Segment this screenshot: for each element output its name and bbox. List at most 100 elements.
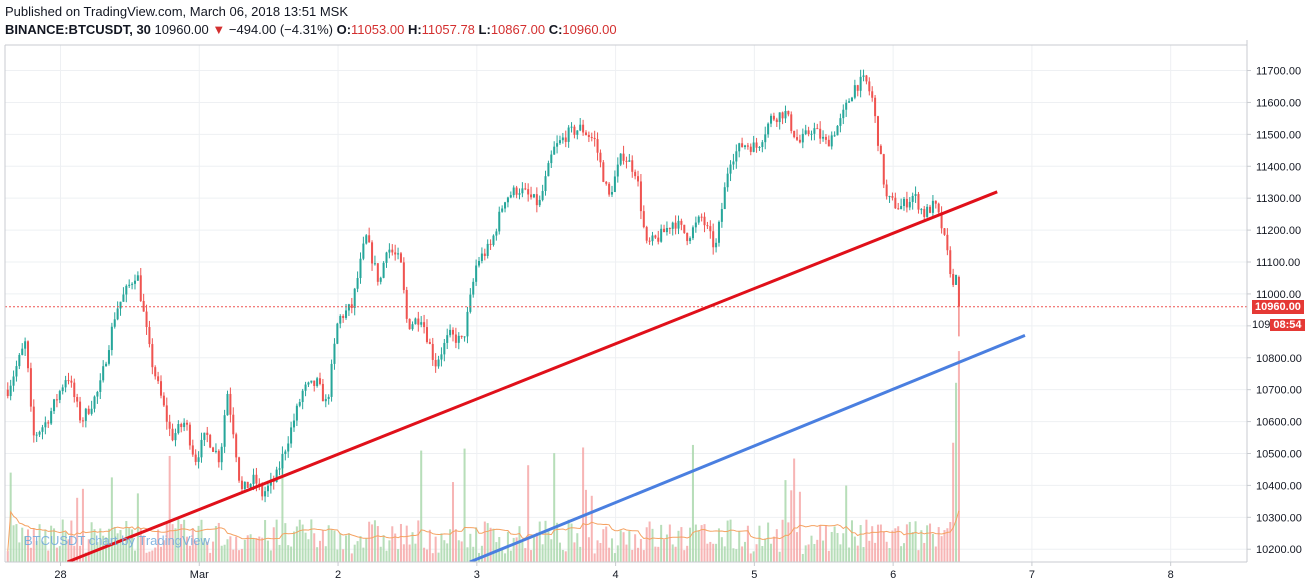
candle-body bbox=[515, 187, 518, 195]
candle-body bbox=[813, 128, 816, 134]
candle-body bbox=[590, 136, 593, 138]
volume-bar bbox=[93, 529, 96, 562]
candle-body bbox=[333, 343, 336, 364]
candle-body bbox=[399, 253, 402, 263]
candle-body bbox=[330, 363, 333, 397]
candle-body bbox=[558, 140, 561, 144]
candle-body bbox=[281, 454, 284, 469]
candle-body bbox=[674, 222, 677, 229]
candle-body bbox=[382, 262, 385, 278]
candle-body bbox=[371, 242, 374, 264]
candle-body bbox=[897, 208, 900, 210]
volume-bar bbox=[619, 530, 622, 562]
candle-body bbox=[917, 194, 920, 210]
candle-body bbox=[599, 152, 602, 163]
volume-bar bbox=[833, 526, 836, 562]
volume-bar bbox=[683, 550, 686, 562]
candle-body bbox=[862, 75, 865, 77]
volume-bar bbox=[266, 540, 269, 562]
candle-body bbox=[677, 220, 680, 229]
candle-body bbox=[313, 380, 316, 386]
volume-bar bbox=[515, 537, 518, 562]
candle-body bbox=[749, 146, 752, 152]
volume-bar bbox=[79, 545, 82, 562]
candle-body bbox=[61, 387, 64, 392]
candle-body bbox=[99, 380, 102, 392]
candle-body bbox=[269, 479, 272, 486]
candle-body bbox=[402, 262, 405, 290]
candle-body bbox=[654, 235, 657, 238]
candle-body bbox=[573, 126, 576, 135]
candle-body bbox=[723, 187, 726, 210]
volume-series bbox=[6, 351, 960, 562]
volume-bar bbox=[27, 529, 30, 562]
volume-bar bbox=[191, 528, 194, 562]
volume-bar bbox=[87, 539, 90, 562]
volume-bar bbox=[544, 520, 547, 562]
volume-bar bbox=[38, 524, 41, 562]
candle-body bbox=[408, 318, 411, 330]
volume-bar bbox=[940, 536, 943, 562]
volume-bar bbox=[504, 553, 507, 562]
volume-bar bbox=[41, 541, 44, 562]
y-tick-label: 11100.00 bbox=[1256, 257, 1300, 269]
volume-bar bbox=[671, 544, 674, 562]
volume-bar bbox=[642, 550, 645, 562]
volume-bar bbox=[605, 526, 608, 562]
volume-bar bbox=[122, 542, 125, 562]
volume-bar bbox=[764, 538, 767, 562]
candle-body bbox=[157, 376, 160, 382]
volume-bar bbox=[770, 543, 773, 562]
volume-bar bbox=[284, 523, 287, 562]
candle-body bbox=[466, 311, 469, 337]
volume-bar bbox=[246, 535, 249, 562]
candle-body bbox=[801, 133, 804, 143]
candle-body bbox=[735, 151, 738, 162]
candle-body bbox=[567, 127, 570, 142]
volume-bar bbox=[255, 538, 258, 562]
volume-bar bbox=[12, 525, 15, 562]
volume-bar bbox=[310, 519, 313, 562]
volume-bar bbox=[316, 547, 319, 562]
candle-body bbox=[920, 209, 923, 211]
candle-body bbox=[125, 285, 128, 295]
candle-body bbox=[492, 235, 495, 245]
x-tick-label: 8 bbox=[1168, 569, 1174, 581]
candle-body bbox=[6, 389, 9, 397]
volume-bar bbox=[347, 533, 350, 562]
volume-bar bbox=[694, 524, 697, 562]
volume-bar bbox=[460, 541, 463, 562]
trendline-blue[interactable] bbox=[469, 334, 1026, 564]
x-tick-label: 3 bbox=[474, 569, 480, 581]
candle-body bbox=[423, 322, 426, 328]
candle-body bbox=[318, 378, 322, 384]
volume-bar bbox=[258, 536, 261, 562]
time-axis[interactable] bbox=[0, 562, 1312, 588]
volume-bar bbox=[35, 540, 38, 562]
volume-bar bbox=[307, 539, 310, 562]
volume-bar bbox=[359, 536, 362, 562]
candle-body bbox=[136, 275, 139, 281]
volume-bar bbox=[423, 547, 426, 562]
candle-body bbox=[9, 385, 12, 397]
volume-bar bbox=[865, 519, 868, 562]
candle-body bbox=[506, 197, 509, 203]
volume-bar bbox=[853, 536, 856, 562]
candle-body bbox=[203, 432, 206, 440]
candle-body bbox=[850, 97, 853, 102]
high-value: 11057.78 bbox=[421, 22, 475, 37]
candle-body bbox=[822, 136, 825, 139]
volume-bar bbox=[324, 546, 327, 562]
candle-body bbox=[790, 114, 793, 131]
volume-bar bbox=[501, 549, 504, 562]
candle-body bbox=[394, 252, 397, 255]
volume-bar bbox=[691, 444, 694, 562]
candle-body bbox=[596, 139, 599, 153]
candle-body bbox=[709, 226, 712, 232]
trendline-red[interactable] bbox=[66, 190, 998, 564]
candle-body bbox=[584, 132, 587, 135]
candle-body bbox=[342, 315, 345, 318]
volume-bar bbox=[443, 540, 446, 562]
volume-bar bbox=[18, 542, 21, 562]
